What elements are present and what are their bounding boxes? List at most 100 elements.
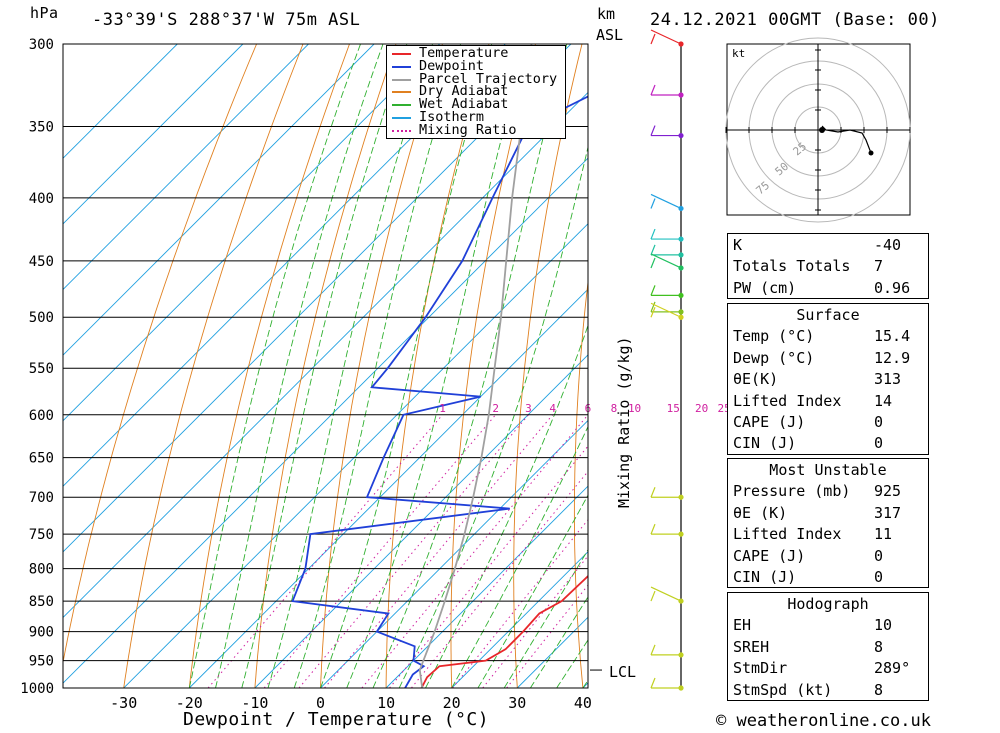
legend-item: Temperature bbox=[387, 45, 565, 61]
surface-row: Lifted Index 14 bbox=[728, 390, 928, 411]
most-unstable-value: 925 bbox=[874, 482, 902, 501]
asl-label: ASL bbox=[596, 26, 624, 44]
x-tick-label: 0 bbox=[316, 694, 325, 712]
most-unstable-row: Pressure (mb) 925 bbox=[728, 480, 928, 501]
hodograph-storm-motion bbox=[819, 127, 825, 133]
wind-barb-flag bbox=[650, 523, 656, 535]
wet-adiabat-line bbox=[267, 44, 434, 688]
index-row: Totals Totals 7 bbox=[728, 255, 928, 276]
dry-adiabat-line bbox=[123, 44, 304, 688]
isotherm-line bbox=[63, 44, 375, 356]
mixing-ratio-label: 8 bbox=[611, 402, 618, 415]
wet-adiabat-line bbox=[188, 44, 361, 688]
isotherm-line bbox=[451, 551, 588, 688]
surface-value: 0 bbox=[874, 434, 884, 453]
legend-swatch bbox=[392, 104, 411, 107]
dry-adiabat-line bbox=[385, 44, 490, 688]
surface-row: CIN (J) 0 bbox=[728, 432, 928, 453]
lcl-label: LCL bbox=[609, 663, 637, 681]
hodograph-stat-row: StmDir 289° bbox=[728, 657, 928, 678]
legend-swatch bbox=[392, 78, 411, 81]
legend-label: Parcel Trajectory bbox=[419, 70, 558, 87]
legend-item: Dry Adiabat bbox=[387, 84, 565, 98]
plot-frame bbox=[62, 43, 589, 689]
dry-adiabat-line bbox=[633, 44, 675, 688]
dry-adiabat-line bbox=[450, 44, 536, 688]
hodograph-end-point bbox=[868, 150, 874, 156]
pressure-unit-label: hPa bbox=[30, 4, 59, 22]
most-unstable-label: CAPE (J) bbox=[733, 546, 806, 565]
wet-adiabat-line bbox=[451, 425, 588, 688]
legend-label: Temperature bbox=[419, 45, 509, 61]
legend-swatch bbox=[392, 129, 411, 132]
pressure-tick-label: 750 bbox=[29, 527, 54, 543]
hodograph-stat-label: StmSpd (kt) bbox=[733, 680, 833, 699]
x-tick-label: -30 bbox=[110, 694, 137, 712]
dry-adiabat-line bbox=[188, 44, 350, 688]
wind-profile bbox=[650, 29, 684, 691]
legend-label: Mixing Ratio bbox=[419, 121, 517, 138]
mixing-ratio-line bbox=[389, 445, 588, 688]
surface-value: 12.9 bbox=[874, 348, 911, 367]
dry-adiabat-line bbox=[952, 44, 1000, 688]
x-axis-label: Dewpoint / Temperature (°C) bbox=[183, 709, 490, 730]
wind-barb-flag bbox=[650, 228, 656, 240]
wind-barb-flag bbox=[650, 590, 656, 602]
surface-row: Dewp (°C) 12.9 bbox=[728, 347, 928, 368]
index-row: K -40 bbox=[728, 234, 928, 255]
x-tick-label: 10 bbox=[377, 694, 395, 712]
wind-barb-flag bbox=[650, 486, 656, 498]
isotherm-line bbox=[63, 91, 588, 619]
surface-value: 0 bbox=[874, 412, 884, 431]
hodograph-unit-label: kt bbox=[732, 47, 745, 60]
hodograph-stat-row: SREH 8 bbox=[728, 636, 928, 657]
most-unstable-label: Lifted Index bbox=[733, 525, 842, 544]
wind-barb-flag bbox=[650, 301, 656, 313]
hodograph-trace bbox=[821, 125, 872, 154]
mixing-ratio-line bbox=[263, 414, 496, 688]
x-tick-label: 20 bbox=[443, 694, 461, 712]
pressure-tick-label: 400 bbox=[29, 191, 54, 207]
most-unstable-value: 0 bbox=[874, 546, 884, 565]
hodograph-table: Hodograph EH 10 SREH 8 StmDir 289° StmSpd (kt)… bbox=[727, 592, 929, 701]
wind-barb-flag bbox=[650, 244, 656, 256]
km-label: km bbox=[597, 5, 616, 23]
pressure-tick-label: 600 bbox=[29, 408, 54, 424]
hodograph-stat-value: 8 bbox=[874, 637, 884, 656]
wet-adiabat-line bbox=[293, 44, 462, 688]
parcel-trajectory-curve bbox=[418, 44, 533, 688]
surface-label: θE(K) bbox=[733, 370, 779, 389]
surface-label: CIN (J) bbox=[733, 434, 797, 453]
legend-item: Parcel Trajectory bbox=[387, 70, 565, 87]
wind-barb-flag bbox=[650, 125, 656, 136]
isotherm-line bbox=[63, 44, 506, 487]
wet-adiabat-line bbox=[477, 494, 588, 688]
pressure-tick-label: 550 bbox=[29, 361, 54, 377]
isotherm-line bbox=[254, 354, 588, 688]
wind-barb bbox=[650, 586, 682, 602]
hodograph-stat-label: EH bbox=[733, 616, 752, 635]
wind-barb-flag bbox=[650, 257, 656, 269]
most-unstable-label: Pressure (mb) bbox=[733, 482, 851, 501]
most-unstable-title: Most Unstable bbox=[769, 461, 887, 479]
most-unstable-row: Lifted Index 11 bbox=[728, 523, 928, 544]
pressure-tick-label: 950 bbox=[29, 654, 54, 670]
wind-barb-flag bbox=[650, 677, 656, 689]
most-unstable-value: 11 bbox=[874, 525, 893, 544]
dry-adiabat-line bbox=[690, 44, 721, 688]
dry-adiabat-line bbox=[63, 44, 258, 665]
isotherm-line bbox=[63, 157, 588, 684]
most-unstable-row: θE (K) 317 bbox=[728, 502, 928, 523]
legend-swatch bbox=[392, 91, 411, 94]
legend-label: Isotherm bbox=[419, 109, 485, 125]
wet-adiabat-line bbox=[320, 44, 493, 688]
surface-title: Surface bbox=[796, 306, 860, 324]
site-credit[interactable]: © weatheronline.co.uk bbox=[716, 711, 931, 731]
mixing-ratio-line bbox=[324, 414, 554, 688]
indices-table: K -40 Totals Totals 7 PW (cm) 0.96 bbox=[727, 233, 929, 300]
index-value: -40 bbox=[874, 236, 902, 254]
most-unstable-row: CAPE (J) 0 bbox=[728, 545, 928, 566]
mixing-ratio-label: 10 bbox=[628, 402, 641, 415]
mixing-ratio-label: 20 bbox=[695, 402, 708, 415]
index-label: K bbox=[733, 236, 743, 254]
